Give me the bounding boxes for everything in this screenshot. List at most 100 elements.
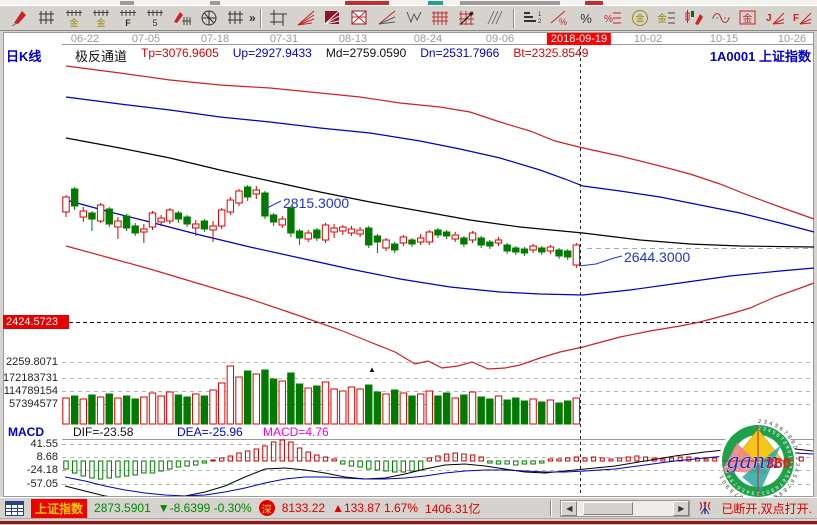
market-table-icon[interactable] [5, 500, 24, 516]
bottom-edge [0, 518, 817, 522]
candle-pen-icon[interactable] [681, 7, 708, 30]
scroll-left-button[interactable]: ◀ [561, 500, 578, 516]
grid-red-icon[interactable] [428, 7, 455, 30]
period-label: 日K线 [6, 49, 42, 64]
kline-grid-icon[interactable] [33, 7, 60, 30]
svg-text:1: 1 [538, 12, 542, 18]
indicator-param: Tp=3076.9605 [141, 46, 219, 60]
toolbar-separator [512, 8, 515, 28]
fan-square-icon[interactable] [320, 7, 347, 30]
wave-icon[interactable] [708, 7, 735, 30]
svg-text:金: 金 [96, 17, 105, 27]
volume-label-1: 172183731 [2, 372, 58, 384]
indicator-param: Dn=2531.7966 [420, 46, 500, 60]
gold-grid-2-icon[interactable]: 金 [87, 7, 114, 30]
clipped-icon [120, 1, 134, 5]
percent-icon[interactable]: % [573, 7, 600, 30]
hatch-icon[interactable] [482, 7, 509, 30]
svg-text:%: % [559, 17, 567, 27]
macd-title: MACD [8, 425, 44, 439]
horizontal-scrollbar[interactable]: ◀ ▶ [560, 499, 691, 517]
macd-dif-value: DIF=-23.58 [73, 425, 134, 439]
indicator-param: Md=2759.0590 [325, 46, 407, 60]
date-label: 10-15 [709, 33, 739, 45]
connection-status-text[interactable]: 已断开,双点打开. [721, 501, 812, 516]
svg-text:F: F [793, 13, 799, 24]
toolbar-group-3: 12%%%金金金JF金神赢匹 [519, 6, 817, 30]
angle-lines-icon[interactable] [374, 7, 401, 30]
highlighted-price-label: 2424.5723 [3, 315, 69, 329]
pen-grid-icon[interactable] [168, 7, 195, 30]
hash-icon[interactable] [222, 7, 249, 30]
j-angle-icon[interactable]: J [762, 7, 789, 30]
svg-text:%: % [580, 11, 592, 26]
symbol-code: 1A0001 [709, 49, 756, 64]
shenzhen-market-icon[interactable]: 深 [258, 500, 275, 516]
svg-text:金: 金 [743, 12, 753, 25]
separator [550, 500, 553, 516]
indicator-name: 极反通道 [75, 49, 128, 64]
connection-icon[interactable] [698, 501, 713, 515]
f-angle-icon[interactable]: F [789, 7, 816, 30]
macd-tick-4: -57.05 [26, 478, 58, 490]
toolbar-group-1: 金 金 F 5 [6, 6, 249, 30]
draw-pen-icon[interactable] [6, 7, 33, 30]
gann-fan-icon[interactable] [293, 7, 320, 30]
sz-index-change: ▲133.87 1.67% [332, 501, 419, 515]
date-label: 08-24 [413, 33, 443, 45]
svg-text:2: 2 [538, 19, 542, 25]
fan-square-2-icon[interactable] [347, 7, 374, 30]
gold-lines-icon[interactable]: 金 [654, 7, 681, 30]
gold-circle-icon[interactable]: 金 [627, 7, 654, 30]
clipped-icon [428, 1, 443, 5]
macd-dea-value: DEA=-25.96 [177, 425, 243, 439]
clipped-icon [345, 1, 389, 5]
index-name-badge[interactable]: 上证指数 [31, 498, 88, 518]
date-label: 07-31 [269, 33, 299, 45]
svg-text:J: J [766, 13, 772, 24]
gold-box-icon[interactable]: 金 [735, 7, 762, 30]
percent-slope-icon[interactable]: % [546, 7, 573, 30]
toolbar-group-2 [266, 6, 509, 30]
percent-levels-icon[interactable]: % [600, 7, 627, 30]
indicator-param: Up=2927.9433 [232, 46, 312, 60]
volume-label-3: 57394577 [9, 398, 58, 410]
svg-text:%: % [604, 14, 613, 25]
gold-grid-1-icon[interactable]: 金 [60, 7, 87, 30]
price-annotation-last: 2644.3000 [624, 249, 691, 265]
macd-tick-2: 8.68 [36, 451, 58, 463]
grid-arrow-icon[interactable] [455, 7, 482, 30]
toolbar-separator [259, 8, 262, 28]
status-bar: 上证指数 2873.5901 ▼-8.6399 -0.30% 深 8133.22… [0, 497, 817, 518]
date-label: 10-02 [633, 33, 663, 45]
svg-text:金: 金 [69, 17, 78, 27]
date-label: 07-18 [200, 33, 230, 45]
sh-index-change: ▼-8.6399 -0.30% [157, 501, 252, 515]
spiral-grid-icon[interactable]: 5 [141, 7, 168, 30]
bottom-red-edge [0, 521, 817, 524]
scrollbar-thumb[interactable] [583, 501, 634, 515]
f-grid-icon[interactable]: F [114, 7, 141, 30]
date-label: 06-22 [70, 33, 100, 45]
macd-tick-1: 41.55 [30, 438, 58, 450]
zigzag-icon[interactable] [401, 7, 428, 30]
volume-label-2: 114789154 [3, 385, 58, 397]
indicator-bar: 极反通道 Tp=3076.9605 Up=2927.9433 Md=2759.059… [75, 46, 588, 65]
macd-tick-3: -24.18 [26, 464, 58, 476]
sh-index-price: 2873.5901 [94, 501, 151, 515]
price-annotation-high: 2815.3000 [283, 195, 350, 211]
clipped-icon [585, 1, 603, 5]
indicator-param: Bt=2325.8549 [513, 46, 589, 60]
more-tools-button[interactable]: » [249, 11, 256, 25]
svg-text:5: 5 [152, 18, 157, 27]
symbol-box: 1A0001 上证指数 [710, 46, 811, 65]
date-label: 07-05 [131, 33, 161, 45]
scroll-right-button[interactable]: ▶ [673, 500, 690, 516]
symbol-name: 上证指数 [758, 49, 811, 64]
gann-box-icon[interactable] [266, 7, 293, 30]
svg-text:F: F [125, 18, 131, 27]
time-circle-icon[interactable] [195, 7, 222, 30]
